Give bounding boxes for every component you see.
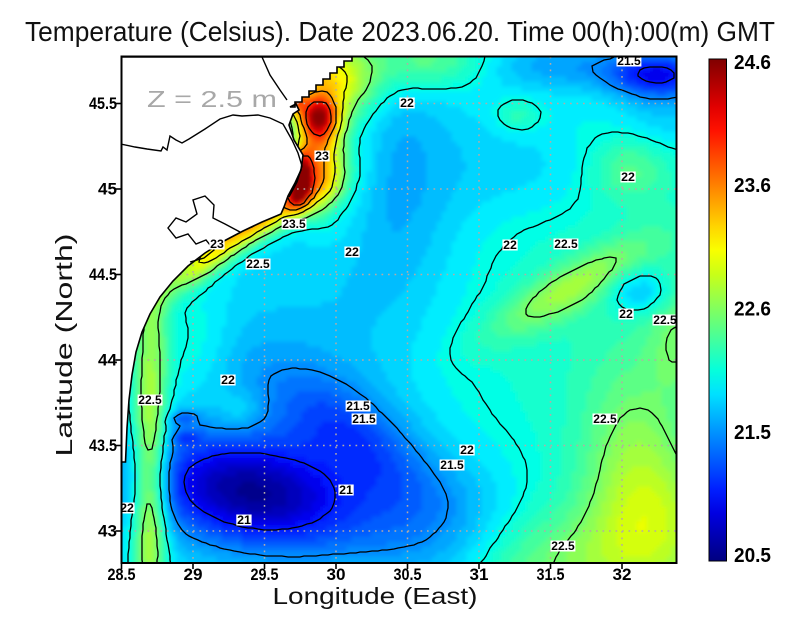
svg-text:43.5: 43.5	[89, 437, 117, 455]
svg-text:22: 22	[120, 501, 134, 515]
svg-text:21: 21	[237, 513, 251, 527]
svg-text:22.5: 22.5	[653, 313, 677, 327]
svg-text:24.6: 24.6	[734, 52, 771, 74]
svg-text:21.5: 21.5	[440, 458, 464, 472]
svg-text:Latitude (North): Latitude (North)	[51, 234, 77, 457]
svg-text:44.5: 44.5	[89, 266, 117, 284]
svg-text:22: 22	[621, 170, 635, 184]
svg-text:22.5: 22.5	[593, 412, 617, 426]
svg-text:22: 22	[619, 307, 633, 321]
svg-text:45: 45	[98, 181, 117, 199]
svg-text:45.5: 45.5	[89, 95, 117, 113]
svg-text:Temperature (Celsius). Date 20: Temperature (Celsius). Date 2023.06.20. …	[25, 16, 775, 47]
svg-text:23: 23	[210, 237, 224, 251]
svg-text:22: 22	[460, 443, 474, 457]
svg-text:21: 21	[339, 483, 353, 497]
svg-text:29.5: 29.5	[251, 566, 279, 584]
svg-text:30.5: 30.5	[394, 566, 422, 584]
svg-text:23.5: 23.5	[282, 217, 306, 231]
svg-text:22: 22	[345, 245, 359, 259]
svg-text:21.5: 21.5	[352, 412, 376, 426]
svg-text:23: 23	[315, 149, 329, 163]
svg-text:31.5: 31.5	[537, 566, 565, 584]
svg-text:23.6: 23.6	[734, 175, 771, 197]
svg-text:Longitude (East): Longitude (East)	[273, 583, 478, 609]
svg-text:44: 44	[98, 352, 118, 370]
svg-text:21.5: 21.5	[617, 54, 641, 68]
svg-text:30: 30	[327, 566, 346, 584]
svg-text:22.5: 22.5	[554, 237, 578, 251]
svg-text:22: 22	[400, 96, 414, 110]
svg-text:20.5: 20.5	[734, 545, 771, 567]
svg-text:22: 22	[503, 238, 517, 252]
svg-text:22: 22	[221, 373, 235, 387]
svg-text:Z = 2.5 m: Z = 2.5 m	[147, 86, 277, 112]
svg-text:22.5: 22.5	[138, 393, 162, 407]
svg-text:22.5: 22.5	[551, 539, 575, 553]
svg-text:29: 29	[184, 566, 203, 584]
svg-text:21.5: 21.5	[734, 422, 771, 444]
svg-text:31: 31	[470, 566, 489, 584]
svg-text:28.5: 28.5	[108, 566, 136, 584]
svg-text:32: 32	[613, 566, 632, 584]
svg-text:22.5: 22.5	[246, 257, 270, 271]
svg-text:21.5: 21.5	[346, 399, 370, 413]
svg-text:43: 43	[98, 523, 117, 541]
svg-text:22.6: 22.6	[734, 299, 771, 321]
